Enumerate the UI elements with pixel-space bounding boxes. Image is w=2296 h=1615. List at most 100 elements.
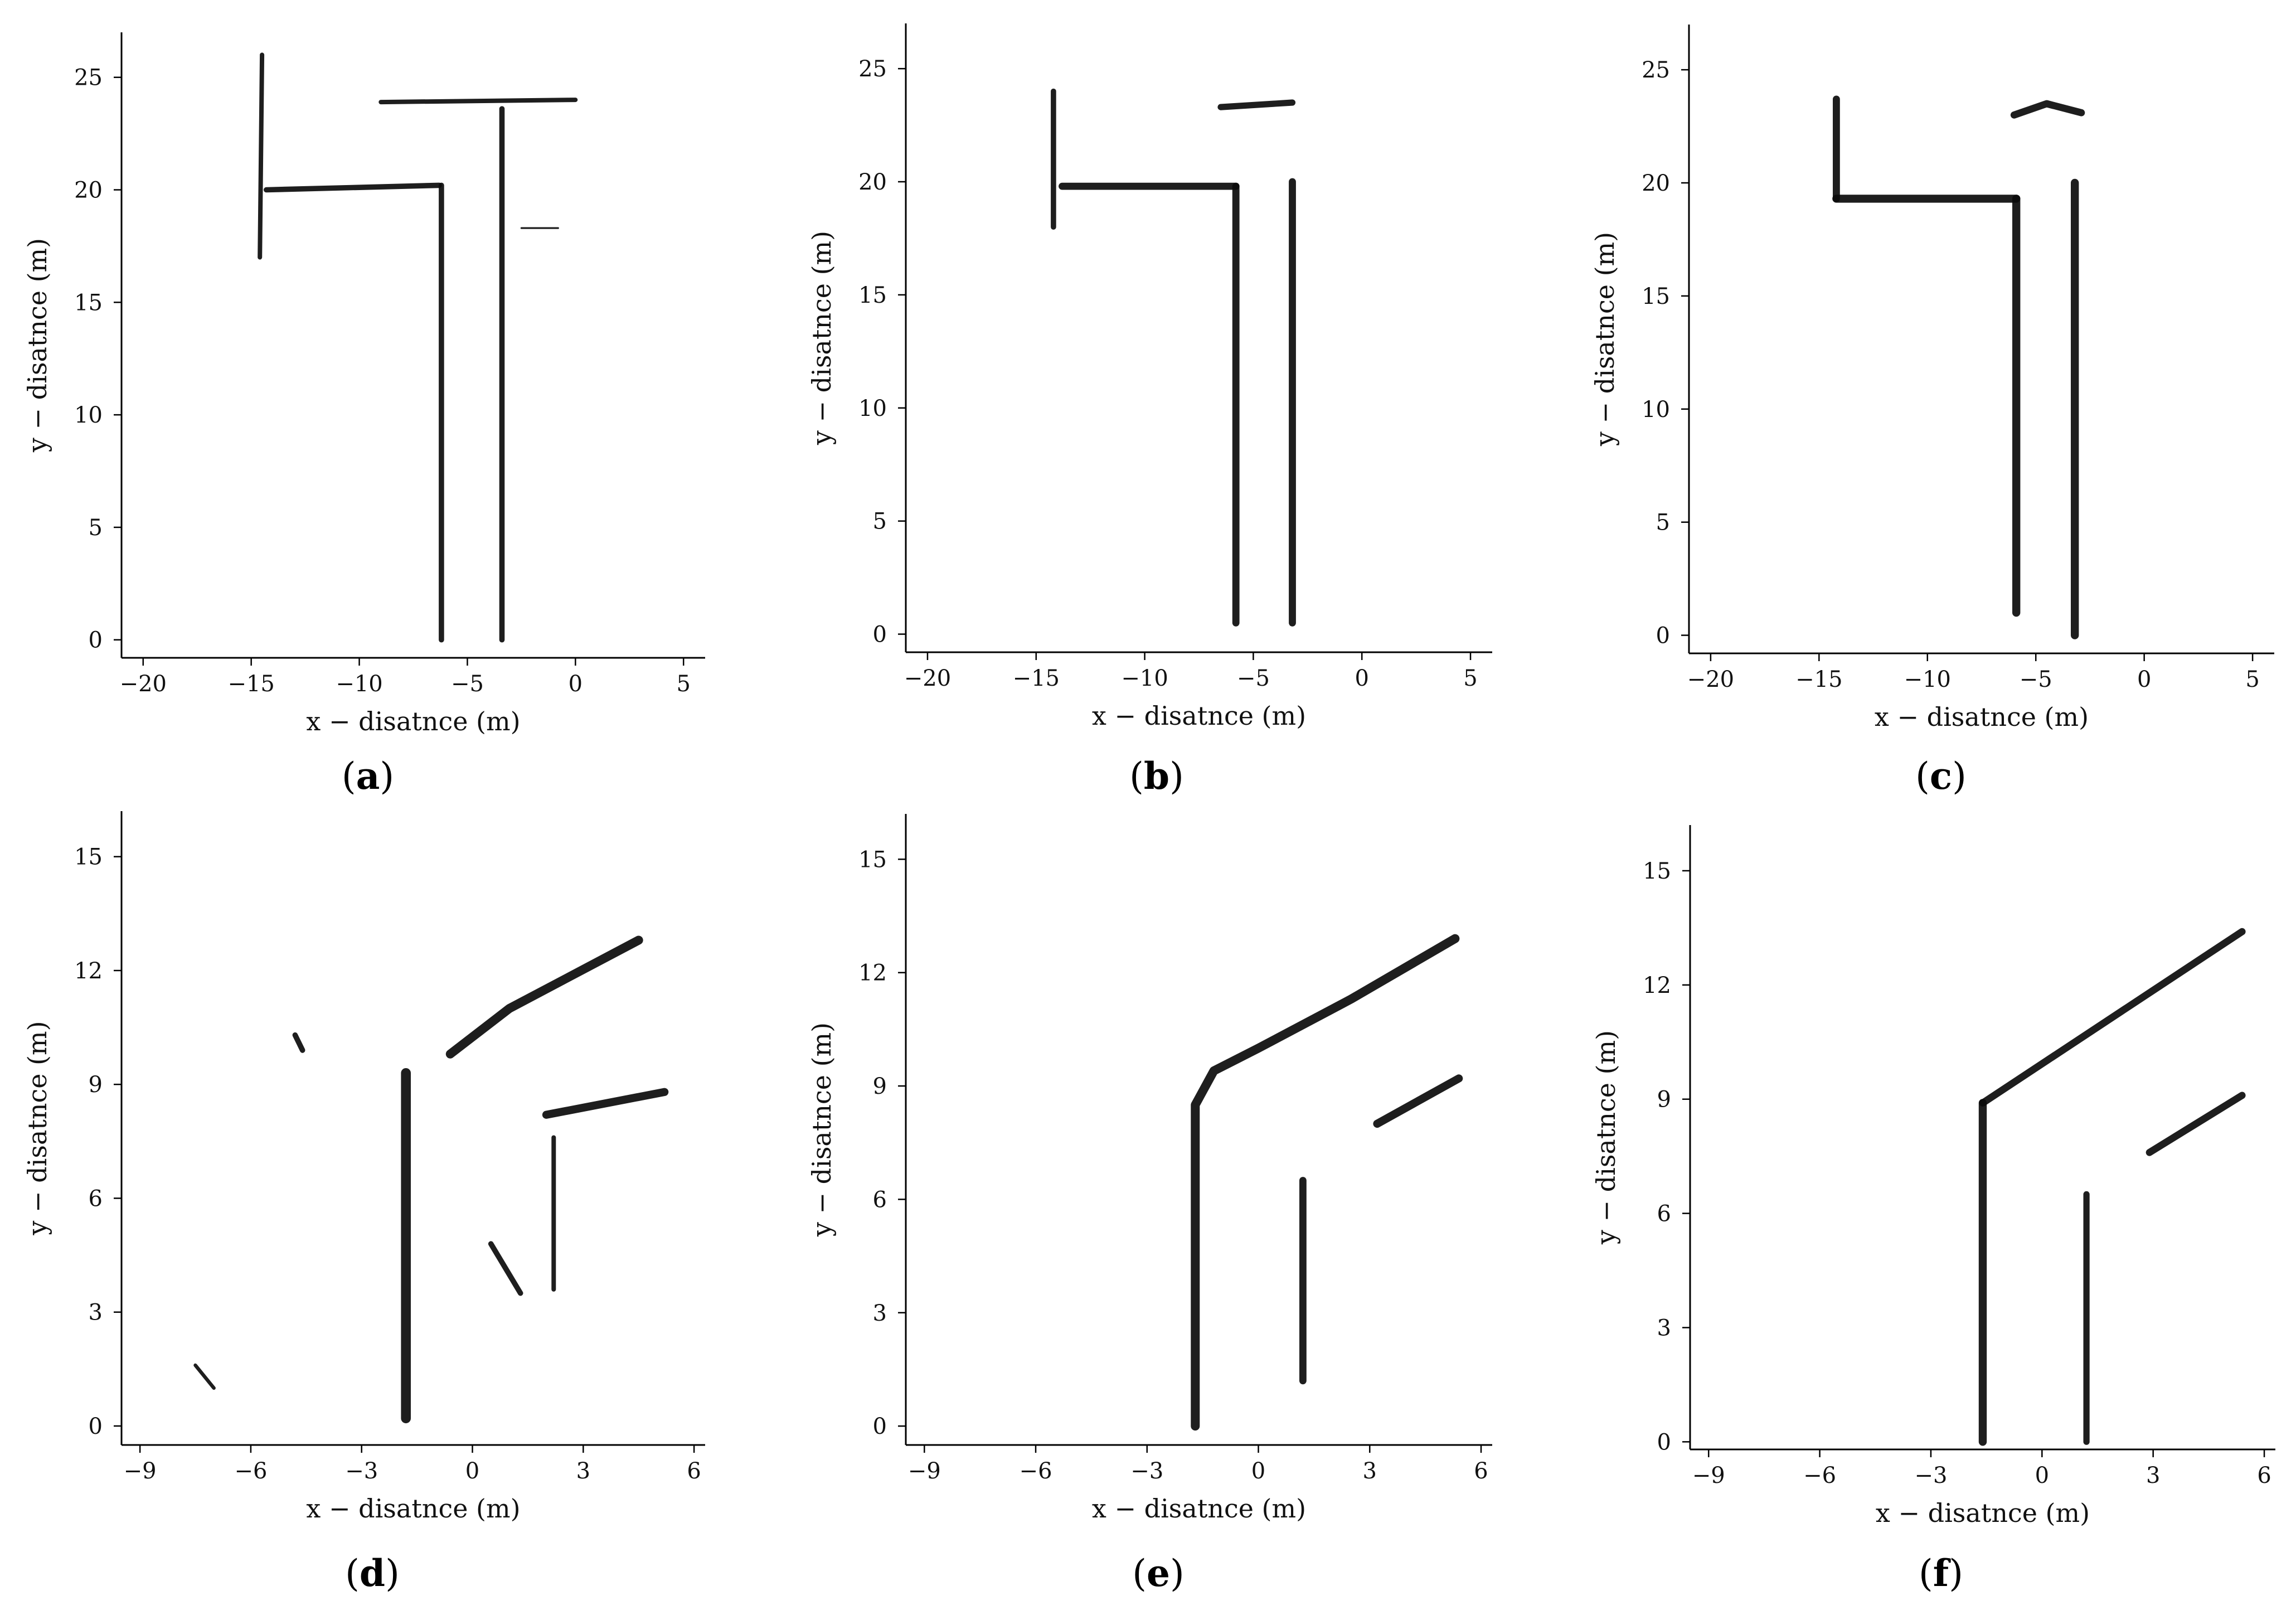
panel-caption-close: ) <box>1952 755 1967 798</box>
y-tick-label: 15 <box>1643 859 1671 884</box>
y-tick-label: 5 <box>89 515 103 541</box>
panel-caption-close: ) <box>1169 755 1184 798</box>
panel-a: −20 −15 −10 −5 0 5 0 5 10 15 20 25 x − disatnce (m) y… <box>22 32 705 798</box>
panel-caption: (c) <box>1915 754 1967 798</box>
panel-caption-letter: a <box>356 754 380 798</box>
x-tick-label: −20 <box>1687 667 1734 692</box>
panel-caption-open: ( <box>1915 755 1930 798</box>
panel-caption: (a) <box>342 754 394 798</box>
y-tick-label: 12 <box>74 958 103 984</box>
panel-caption: (e) <box>1132 1551 1185 1595</box>
y-tick-label: 20 <box>858 169 887 195</box>
wall-segment-5 <box>488 1241 523 1296</box>
panel-caption-open: ( <box>1919 1552 1933 1595</box>
x-tick-label: −10 <box>1904 667 1951 692</box>
y-tick-label: 25 <box>1642 57 1670 83</box>
y-tick-label: 3 <box>89 1300 103 1326</box>
y-tick-label: 25 <box>74 65 103 91</box>
y-tick-label: 5 <box>1656 510 1670 536</box>
y-tick-label: 15 <box>858 283 887 308</box>
panel-caption-open: ( <box>342 755 356 798</box>
x-tick-label: 6 <box>1474 1458 1488 1484</box>
panel-caption-close: ) <box>385 1552 400 1595</box>
panel-caption-letter: e <box>1147 1551 1170 1595</box>
y-tick-label: 0 <box>1656 623 1670 649</box>
x-tick-label: 6 <box>2257 1463 2271 1488</box>
x-tick-label: 5 <box>676 671 690 697</box>
y-tick-label: 25 <box>858 56 887 82</box>
wall-segment-6 <box>292 1032 305 1053</box>
wall-segment-1 <box>258 52 265 260</box>
x-tick-label: −6 <box>1803 1463 1836 1488</box>
y-tick-label: 15 <box>1642 284 1670 309</box>
panel-caption-close: ) <box>1949 1552 1963 1595</box>
wall-segment-2 <box>1373 1074 1463 1128</box>
panel-caption-letter: c <box>1930 754 1952 798</box>
y-tick-label: 12 <box>858 961 887 986</box>
y-tick-label: 0 <box>89 1414 103 1439</box>
panel-caption-letter: f <box>1933 1551 1951 1595</box>
panel-d: −9 −6 −3 0 3 6 0 3 6 9 12 15 x − disatnce (m) y − dis… <box>22 811 705 1595</box>
x-tick-label: −6 <box>1020 1458 1052 1484</box>
x-tick-label: 0 <box>569 671 583 697</box>
x-tick-label: 5 <box>1463 666 1477 691</box>
wall-segment-3 <box>378 98 578 105</box>
panel-caption: (d) <box>345 1551 400 1595</box>
wall-segment-3 <box>2145 1092 2246 1156</box>
y-tick-label: 9 <box>1657 1087 1671 1113</box>
wall-segment-7 <box>193 1363 216 1390</box>
x-tick-label: −5 <box>1237 666 1270 691</box>
x-axis-label: x − disatnce (m) <box>1092 1493 1306 1524</box>
panel-e: −9 −6 −3 0 3 6 0 3 6 9 12 15 x − disatnce (m) y − dis… <box>807 814 1492 1595</box>
x-tick-label: −15 <box>1013 666 1060 691</box>
y-tick-label: 0 <box>89 628 103 653</box>
panel-f: −9 −6 −3 0 3 6 0 3 6 9 12 15 x − disatnce (m) y − dis… <box>1591 825 2275 1595</box>
panel-caption-letter: d <box>360 1551 385 1595</box>
x-tick-label: −9 <box>124 1458 157 1484</box>
y-tick-label: 10 <box>74 402 103 428</box>
x-tick-label: −9 <box>908 1458 941 1484</box>
y-tick-label: 6 <box>873 1187 887 1213</box>
y-axis-label: y − disatnce (m) <box>1591 1030 1621 1245</box>
y-tick-label: 6 <box>89 1186 103 1211</box>
x-tick-label: −3 <box>345 1458 378 1484</box>
y-tick-label: 9 <box>89 1072 103 1098</box>
panel-caption-close: ) <box>1170 1552 1185 1595</box>
panels-root: −20 −15 −10 −5 0 5 0 5 10 15 20 25 x − disatnce (m) y… <box>22 23 2275 1595</box>
wall-segment-3 <box>542 1088 669 1119</box>
y-tick-label: 0 <box>873 622 887 648</box>
x-tick-label: 6 <box>687 1458 701 1484</box>
x-axis-label: x − disatnce (m) <box>306 1493 520 1524</box>
y-tick-label: 20 <box>74 178 103 203</box>
x-tick-label: 5 <box>2245 667 2259 692</box>
x-tick-label: 0 <box>1251 1458 1265 1484</box>
x-tick-label: 3 <box>2146 1463 2160 1488</box>
x-tick-label: 0 <box>2137 667 2151 692</box>
y-tick-label: 9 <box>873 1074 887 1099</box>
x-tick-label: −6 <box>234 1458 267 1484</box>
x-axis-label: x − disatnce (m) <box>1875 702 2089 732</box>
panel-b: −20 −15 −10 −5 0 5 0 5 10 15 20 25 x − disatnce (m) y… <box>807 23 1492 798</box>
y-tick-label: 0 <box>1657 1429 1671 1455</box>
x-tick-label: −9 <box>1692 1463 1725 1488</box>
panel-caption-letter: b <box>1144 754 1169 798</box>
y-tick-label: 15 <box>858 847 887 872</box>
wall-segment-2 <box>264 182 442 193</box>
x-axis-label: x − disatnce (m) <box>1876 1498 2090 1528</box>
x-tick-label: −15 <box>1795 667 1842 692</box>
y-tick-label: 3 <box>873 1301 887 1326</box>
wall-segment-3 <box>1217 99 1296 110</box>
y-axis-label: y − disatnce (m) <box>22 1021 52 1235</box>
panel-caption-close: ) <box>380 755 394 798</box>
x-tick-label: 3 <box>576 1458 590 1484</box>
wall-segment-3 <box>2010 100 2085 119</box>
y-tick-label: 0 <box>873 1414 887 1439</box>
panel-c: −20 −15 −10 −5 0 5 0 5 10 15 20 25 x − disatnce (m) y… <box>1590 25 2274 798</box>
wall-segment-2 <box>1979 928 2246 1107</box>
y-axis-label: y − disatnce (m) <box>807 231 837 445</box>
wall-segment-1 <box>1191 934 1460 1431</box>
y-axis-label: y − disatnce (m) <box>1590 232 1620 447</box>
panel-caption-open: ( <box>1132 1552 1147 1595</box>
x-axis-label: x − disatnce (m) <box>1092 701 1306 731</box>
